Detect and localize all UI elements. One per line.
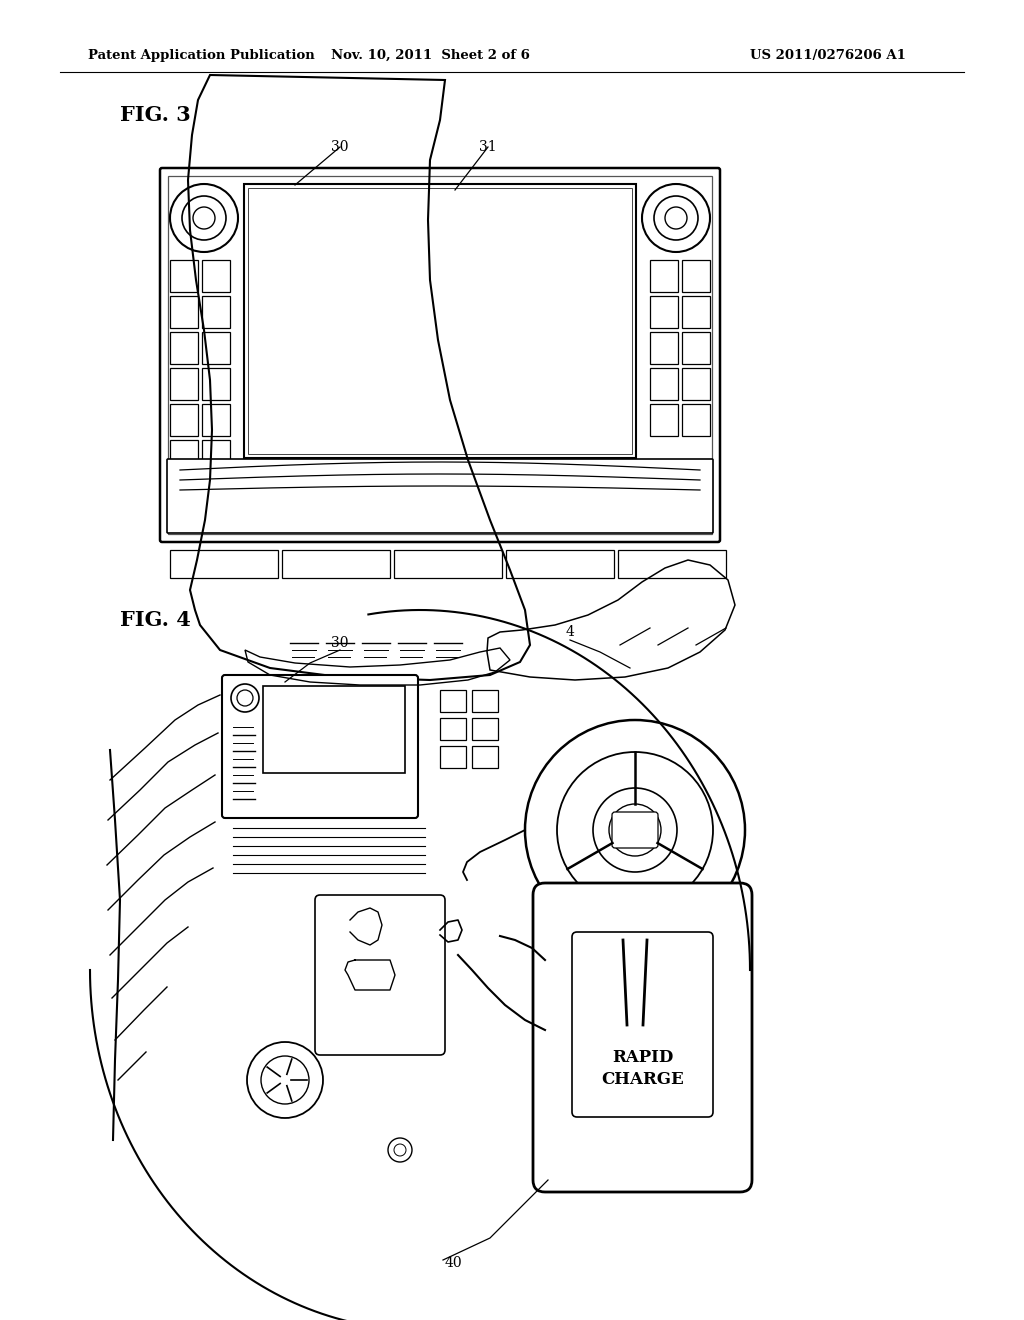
Text: 4: 4 [565,624,574,639]
Bar [202,368,230,400]
Bar [650,296,678,327]
Bar [394,550,502,578]
Circle shape [170,183,238,252]
Circle shape [593,788,677,873]
Circle shape [247,1041,323,1118]
Text: 31: 31 [479,140,497,154]
Circle shape [182,195,226,240]
Circle shape [193,207,215,228]
Bar [440,690,466,711]
Bar [682,368,710,400]
Text: RAPID: RAPID [611,1049,673,1067]
Bar [472,690,498,711]
Bar [472,746,498,768]
Text: FIG. 4: FIG. 4 [120,610,190,630]
FancyBboxPatch shape [167,459,713,533]
Bar [650,260,678,292]
Bar [472,718,498,741]
Bar [440,718,466,741]
Bar [282,550,390,578]
Bar [506,550,614,578]
Bar [244,183,636,458]
Bar [168,176,712,535]
FancyBboxPatch shape [534,883,752,1192]
Text: Nov. 10, 2011  Sheet 2 of 6: Nov. 10, 2011 Sheet 2 of 6 [331,49,529,62]
Bar [263,686,406,774]
Text: 40: 40 [445,1257,463,1270]
Bar [650,404,678,436]
Bar [440,746,466,768]
Bar [170,260,198,292]
Circle shape [609,804,662,855]
Text: 30: 30 [331,636,349,649]
Bar [170,550,278,578]
Bar [650,333,678,364]
Text: 30: 30 [331,140,349,154]
FancyBboxPatch shape [315,895,445,1055]
Circle shape [557,752,713,908]
FancyBboxPatch shape [160,168,720,543]
Bar [170,440,198,473]
Text: US 2011/0276206 A1: US 2011/0276206 A1 [750,49,906,62]
Text: Patent Application Publication: Patent Application Publication [88,49,314,62]
Bar [170,368,198,400]
Bar [202,296,230,327]
Circle shape [237,690,253,706]
Bar [202,260,230,292]
Text: FIG. 3: FIG. 3 [120,106,190,125]
Bar [650,368,678,400]
Bar [682,404,710,436]
Bar [202,440,230,473]
Bar [248,187,632,454]
Bar [682,260,710,292]
Text: CHARGE: CHARGE [601,1071,684,1088]
Circle shape [394,1144,406,1156]
Bar [202,404,230,436]
Circle shape [261,1056,309,1104]
Circle shape [231,684,259,711]
Bar [170,333,198,364]
Circle shape [642,183,710,252]
Bar [682,333,710,364]
Bar [682,296,710,327]
Circle shape [525,719,745,940]
Bar [170,404,198,436]
FancyBboxPatch shape [572,932,713,1117]
Bar [202,333,230,364]
Circle shape [654,195,698,240]
FancyBboxPatch shape [222,675,418,818]
FancyBboxPatch shape [612,812,658,847]
Circle shape [665,207,687,228]
Bar [618,550,726,578]
Bar [170,296,198,327]
Circle shape [388,1138,412,1162]
